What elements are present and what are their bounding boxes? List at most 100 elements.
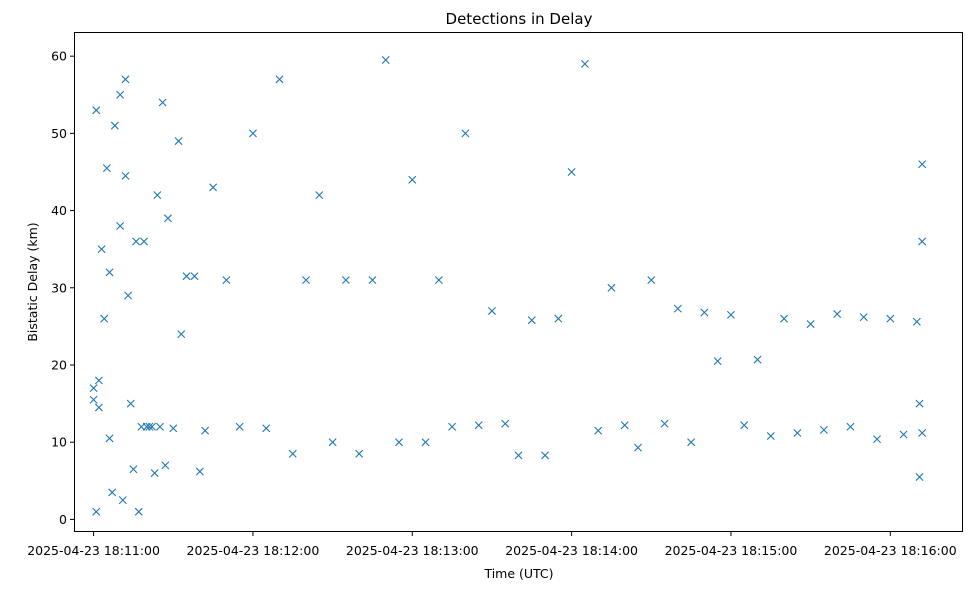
x-tick-label: 2025-04-23 18:14:00 — [505, 543, 638, 558]
data-point — [118, 496, 127, 505]
data-point — [105, 434, 114, 443]
data-point — [918, 428, 927, 437]
data-point — [567, 167, 576, 176]
data-point — [275, 75, 284, 84]
data-point — [158, 98, 167, 107]
data-point — [833, 310, 842, 319]
data-point — [514, 451, 523, 460]
data-point — [92, 507, 101, 516]
data-point — [673, 304, 682, 313]
data-point — [819, 425, 828, 434]
data-point — [155, 422, 164, 431]
data-point — [341, 276, 350, 285]
data-point — [915, 399, 924, 408]
data-point — [780, 314, 789, 323]
data-point — [660, 419, 669, 428]
data-point — [105, 268, 114, 277]
data-point — [145, 422, 154, 431]
data-point — [487, 306, 496, 315]
data-point — [753, 355, 762, 364]
y-axis-label: Bistatic Delay (km) — [25, 222, 40, 341]
data-point — [177, 330, 186, 339]
data-point — [302, 276, 311, 285]
data-point — [501, 419, 510, 428]
data-point — [899, 430, 908, 439]
data-point — [474, 421, 483, 430]
data-point — [918, 237, 927, 246]
data-point — [461, 129, 470, 138]
data-point — [620, 421, 629, 430]
data-point — [169, 424, 178, 433]
data-point — [92, 106, 101, 115]
data-point — [368, 276, 377, 285]
data-point — [129, 465, 138, 474]
data-point — [328, 438, 337, 447]
data-point — [182, 272, 191, 281]
data-point — [195, 467, 204, 476]
data-point — [163, 214, 172, 223]
data-point — [793, 428, 802, 437]
data-point — [94, 403, 103, 412]
data-point — [886, 314, 895, 323]
data-point — [248, 129, 257, 138]
data-point — [726, 310, 735, 319]
data-point — [355, 449, 364, 458]
data-point — [915, 472, 924, 481]
data-point — [580, 59, 589, 68]
y-tick-label: 30 — [51, 280, 67, 295]
data-point — [201, 426, 210, 435]
data-point — [859, 313, 868, 322]
data-point — [594, 426, 603, 435]
data-point — [262, 424, 271, 433]
data-point — [116, 222, 125, 231]
x-ticks: 2025-04-23 18:11:00 2025-04-23 18:12:00 20… — [27, 531, 957, 558]
y-tick-label: 60 — [51, 49, 67, 64]
data-point — [607, 283, 616, 292]
data-point — [315, 191, 324, 200]
data-point — [235, 422, 244, 431]
data-point — [89, 395, 98, 404]
data-point — [421, 438, 430, 447]
x-tick-label: 2025-04-23 18:12:00 — [187, 543, 320, 558]
data-point — [647, 276, 656, 285]
data-point — [126, 399, 135, 408]
data-point — [89, 384, 98, 393]
markers-layer — [89, 56, 927, 516]
x-tick-label: 2025-04-23 18:15:00 — [665, 543, 798, 558]
data-point — [687, 438, 696, 447]
data-point — [554, 314, 563, 323]
data-point — [918, 160, 927, 169]
data-point — [150, 469, 159, 478]
data-point — [434, 276, 443, 285]
y-tick-label: 0 — [59, 512, 67, 527]
data-point — [873, 435, 882, 444]
data-point — [288, 449, 297, 458]
data-point — [148, 422, 156, 431]
data-point — [209, 183, 218, 192]
data-point — [102, 164, 111, 173]
data-point — [94, 376, 103, 385]
data-point — [222, 276, 231, 285]
chart-title: Detections in Delay — [446, 10, 593, 28]
data-point — [806, 320, 815, 329]
data-point — [174, 137, 183, 146]
data-point — [140, 237, 149, 246]
data-point — [634, 443, 642, 452]
data-point — [448, 422, 457, 431]
data-point — [381, 56, 390, 65]
data-point — [541, 451, 550, 460]
data-point — [132, 237, 141, 246]
data-point — [108, 488, 117, 497]
data-point — [700, 308, 709, 317]
data-point — [713, 357, 722, 366]
data-point — [121, 75, 130, 84]
y-tick-label: 50 — [51, 126, 67, 141]
y-ticks: 0 10 20 30 40 50 60 — [51, 49, 75, 527]
x-tick-label: 2025-04-23 18:13:00 — [346, 543, 479, 558]
data-point — [124, 291, 133, 300]
data-point — [190, 272, 199, 281]
data-point — [153, 191, 162, 200]
data-point — [100, 314, 109, 323]
